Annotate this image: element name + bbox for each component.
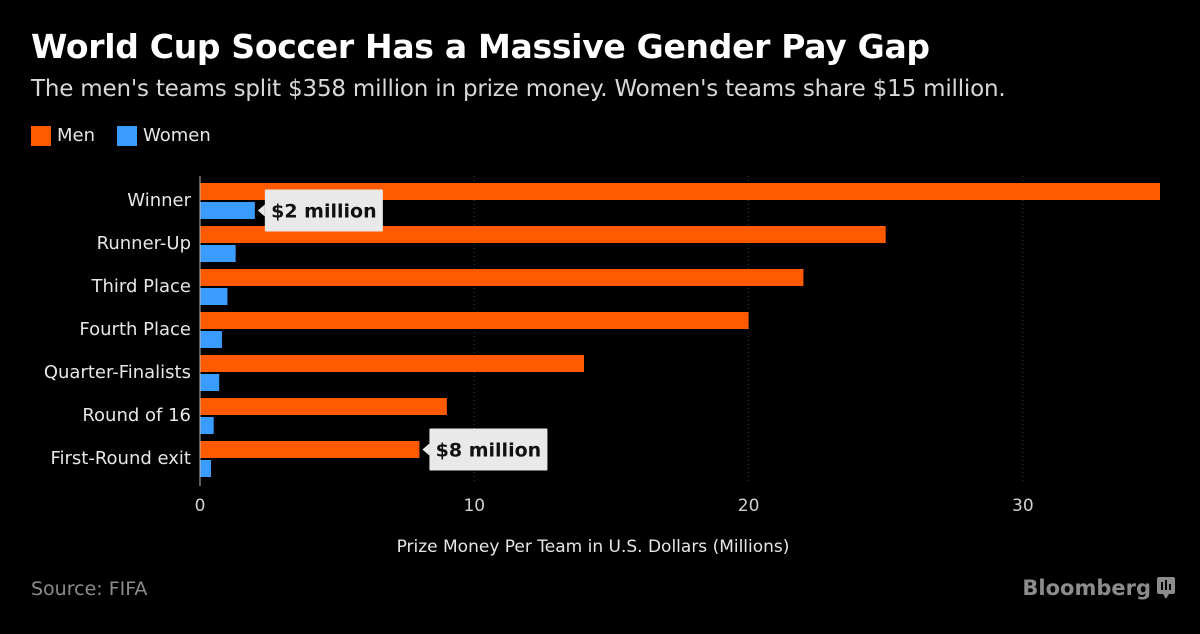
source-note: Source: FIFA [31, 578, 148, 600]
legend-item-women: Women [117, 125, 211, 146]
bar-women-winner [200, 202, 255, 219]
category-label-round-of-16: Round of 16 [82, 405, 191, 426]
x-tick-label-10: 10 [463, 496, 485, 516]
bar-men-round-of-16 [200, 398, 447, 415]
bar-men-first-round-exit [200, 441, 420, 458]
bar-men-quarter-finalists [200, 355, 584, 372]
x-tick-label-20: 20 [738, 496, 760, 516]
x-tick-label-30: 30 [1012, 496, 1034, 516]
x-tick-label-0: 0 [195, 496, 206, 516]
bar-women-fourth-place [200, 331, 222, 348]
bar-men-winner [200, 183, 1160, 200]
callout-label--2-million: $2 million [271, 201, 376, 223]
brand-logo: Bloomberg [1022, 576, 1175, 600]
callout-pointer--2-million [257, 204, 265, 217]
brand-name: Bloomberg [1022, 576, 1151, 600]
bar-men-fourth-place [200, 312, 749, 329]
chart-subtitle: The men's teams split $358 million in pr… [31, 76, 1006, 102]
callout-label--8-million: $8 million [436, 440, 541, 462]
bar-women-first-round-exit [200, 460, 211, 477]
legend-swatch-men [31, 125, 51, 146]
category-label-third-place: Third Place [91, 276, 192, 297]
category-label-winner: Winner [127, 190, 191, 211]
legend-item-men: Men [31, 125, 95, 146]
legend-label-men: Men [57, 125, 96, 146]
category-label-runner-up: Runner-Up [97, 233, 191, 254]
category-label-fourth-place: Fourth Place [79, 319, 191, 340]
bar-men-third-place [200, 269, 804, 286]
chart-title: World Cup Soccer Has a Massive Gender Pa… [31, 27, 930, 66]
bloomberg-quote-icon [1157, 577, 1175, 599]
bar-women-runner-up [200, 245, 236, 262]
legend: Men Women [31, 125, 233, 146]
legend-label-women: Women [143, 125, 211, 146]
callout-box--8-million [429, 428, 548, 471]
x-axis-title: Prize Money Per Team in U.S. Dollars (Mi… [397, 537, 790, 557]
category-label-quarter-finalists: Quarter-Finalists [44, 362, 191, 383]
category-label-first-round-exit: First-Round exit [50, 448, 191, 469]
bar-women-quarter-finalists [200, 374, 220, 391]
bar-women-third-place [200, 288, 228, 305]
callout-box--2-million [264, 189, 383, 232]
callout-pointer--8-million [422, 443, 430, 456]
legend-swatch-women [117, 125, 138, 146]
bar-women-round-of-16 [200, 417, 214, 434]
